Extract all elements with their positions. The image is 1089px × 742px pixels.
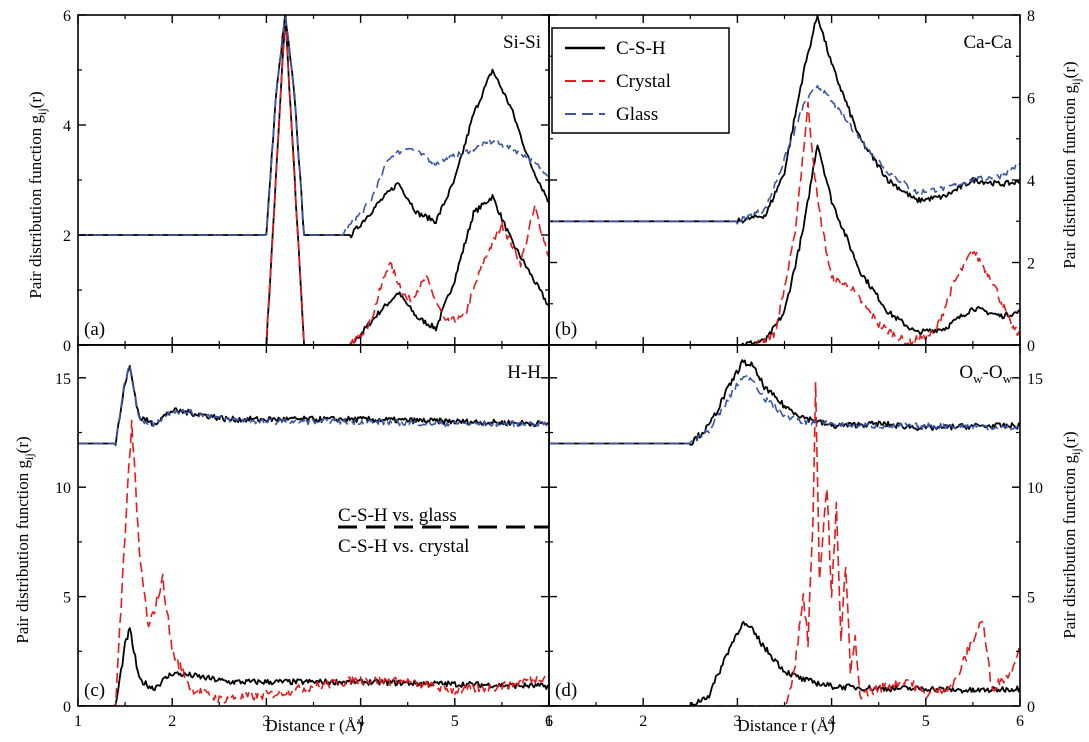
legend: C-S-H Crystal Glass (551, 27, 730, 134)
offset-annotation: C-S-H vs. glass C-S-H vs. crystal (338, 505, 549, 557)
panel-label: (c) (84, 680, 105, 701)
y-axis-label-top-right: Pair distribution function gij(r) (1060, 61, 1083, 268)
y-tick-label: 8 (1027, 8, 1035, 25)
series-c-s-h (549, 620, 1020, 706)
y-tick-label: 6 (63, 8, 71, 25)
panel-title: Ca-Ca (963, 32, 1012, 53)
series-c-s-h (78, 627, 549, 706)
y-axis-label-bottom-left: Pair distribution function gij(r) (13, 436, 36, 643)
panel-title: H-H (507, 362, 541, 383)
series-crystal (549, 101, 1020, 345)
series-crystal (78, 19, 549, 345)
panel-a: 0 2 4 6 (a) Si-Si (63, 8, 550, 355)
x-axis-label-right: Distance r (Å) (737, 716, 834, 735)
x-tick-label: 6 (545, 713, 553, 730)
x-tick-label: 5 (922, 713, 930, 730)
y-tick-label: 10 (55, 480, 71, 497)
y-tick-label: 15 (55, 371, 71, 388)
legend-label-glass: Glass (616, 104, 658, 125)
series-glass-12 (78, 364, 549, 446)
y-tick-label: 15 (1027, 371, 1043, 388)
panel-label: (a) (84, 319, 105, 340)
series-c-s-h (549, 144, 1020, 345)
y-tick-label: 4 (1027, 173, 1035, 190)
y-axis-label-bottom-right: Pair distribution function gij(r) (1060, 431, 1083, 638)
x-tick-label: 3 (262, 713, 270, 730)
y-tick-label: 0 (63, 699, 71, 716)
y-tick-label: 4 (63, 118, 71, 135)
legend-label-csh: C-S-H (616, 38, 666, 59)
x-tick-label: 6 (1016, 713, 1024, 730)
x-axis-label-left: Distance r (Å) (265, 716, 362, 735)
legend-box (551, 27, 730, 134)
panel-label: (d) (555, 680, 577, 701)
series-c-s-h (78, 15, 549, 345)
series-glass-12 (549, 375, 1020, 445)
y-tick-label: 5 (1027, 590, 1035, 607)
panel-b: 0 2 4 6 8 (b) Ca-Ca (548, 8, 1035, 355)
panel-title: Si-Si (503, 32, 541, 53)
panel-frame (77, 14, 550, 346)
y-tick-label: 2 (1027, 256, 1035, 273)
y-tick-label: 5 (63, 590, 71, 607)
series-crystal (78, 419, 549, 706)
series-c-s-h-12 (549, 359, 1020, 446)
y-axis-label-top-left: Pair distribution function gij(r) (26, 91, 49, 298)
x-tick-label: 3 (733, 713, 741, 730)
x-tick-label: 5 (451, 713, 459, 730)
panel-label: (b) (555, 319, 577, 340)
annotation-csh-vs-crystal: C-S-H vs. crystal (338, 536, 469, 557)
x-tick-label: 2 (639, 713, 647, 730)
series-glass-2 (78, 16, 549, 236)
annotation-csh-vs-glass: C-S-H vs. glass (338, 505, 457, 526)
y-tick-label: 2 (63, 228, 71, 245)
y-tick-label: 6 (1027, 91, 1035, 108)
x-tick-label: 1 (545, 713, 553, 730)
x-tick-label: 4 (828, 713, 836, 730)
series-crystal (549, 381, 1020, 706)
y-tick-label: 0 (63, 338, 71, 355)
series-c-s-h-12 (78, 364, 549, 446)
series-c-s-h-2 (78, 15, 549, 239)
panel-frame (548, 344, 1021, 707)
x-tick-label: 4 (357, 713, 365, 730)
panel-title: Ow-Ow (959, 362, 1012, 386)
y-axis-label-sub: ij (35, 108, 49, 115)
x-tick-label: 2 (168, 713, 176, 730)
y-tick-label: 10 (1027, 480, 1043, 497)
series-glass-3 (549, 84, 1020, 225)
y-tick-label: 0 (1027, 699, 1035, 716)
y-tick-label: 0 (1027, 338, 1035, 355)
x-tick-label: 1 (74, 713, 82, 730)
legend-label-crystal: Crystal (616, 71, 671, 92)
panel-c: 1 2 3 4 5 6 0 5 10 15 (c) H-H (55, 344, 553, 730)
